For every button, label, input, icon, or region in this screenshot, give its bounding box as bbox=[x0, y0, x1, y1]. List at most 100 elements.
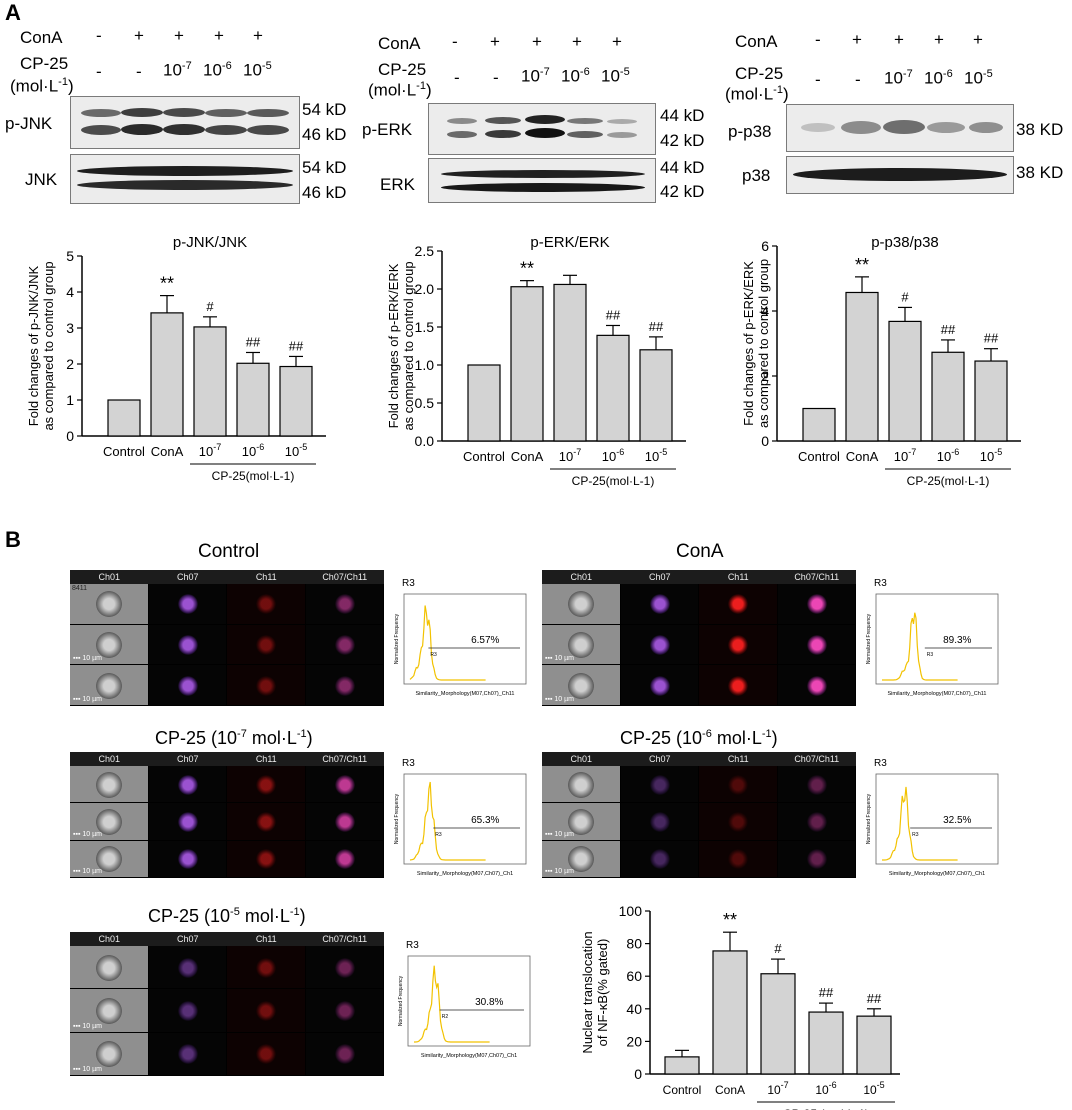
fluorescence-tile bbox=[777, 584, 855, 624]
kd-label: 38 KD bbox=[1016, 163, 1064, 182]
significance-marker: ## bbox=[819, 985, 834, 1000]
brightfield-tile: ▪▪▪ 10 µm bbox=[542, 840, 620, 877]
significance-marker: ** bbox=[520, 259, 534, 279]
kd-label: 54 kD bbox=[302, 100, 347, 119]
bar bbox=[553, 283, 587, 442]
cona-sign: + bbox=[532, 32, 542, 51]
scale-bar: ▪▪▪ 10 µm bbox=[73, 867, 102, 875]
cona-sign: + bbox=[973, 30, 983, 49]
y-tick-label: 0 bbox=[761, 433, 769, 449]
bar bbox=[664, 1056, 700, 1075]
p-jnk-blot-image bbox=[70, 96, 300, 149]
cell-merge bbox=[334, 774, 355, 795]
fluorescence-tile bbox=[148, 946, 226, 989]
scale-bar: ▪▪▪ 10 µm bbox=[545, 695, 574, 703]
fluorescence-tile bbox=[305, 624, 383, 665]
bar bbox=[510, 286, 544, 442]
channel-header: Ch11 bbox=[227, 932, 306, 946]
histogram-x-label: Similarity_Morphology(M07,Ch07)_Ch1 bbox=[889, 871, 985, 877]
y-tick-label: 2 bbox=[66, 356, 74, 372]
cell-merge bbox=[806, 675, 827, 696]
p-erk-blot-image bbox=[428, 103, 656, 155]
imaging-panel-cp25-1e-7: Ch01 Ch07 Ch11 Ch07/Ch11 ▪▪▪ 10 µm ▪▪▪ 10 µm bbox=[70, 752, 384, 878]
cell-ch07 bbox=[177, 1000, 198, 1021]
cell-ch11 bbox=[256, 594, 277, 615]
fluorescence-tile bbox=[620, 840, 698, 877]
histogram-curve bbox=[882, 786, 958, 861]
kd-label: 44 kD bbox=[660, 106, 705, 125]
y-axis-label: Nuclear translocation of NF-κB(% gated) bbox=[580, 931, 610, 1053]
category-exponent: -7 bbox=[213, 442, 221, 452]
category-exponent: -6 bbox=[951, 447, 959, 457]
significance-marker: ## bbox=[606, 307, 621, 322]
fluorescence-tile bbox=[227, 989, 305, 1032]
channel-header: Ch11 bbox=[699, 570, 778, 584]
category-label: ConA bbox=[846, 449, 879, 464]
category-exponent: -6 bbox=[256, 442, 264, 452]
scale-bar: ▪▪▪ 10 µm bbox=[73, 695, 102, 703]
brightfield-tile: ▪▪▪ 10 µm bbox=[70, 803, 148, 840]
fluorescence-tile bbox=[305, 946, 383, 989]
y-tick-label: 1.5 bbox=[415, 319, 435, 335]
histogram-x-label: Similarity_Morphology(M07,Ch07)_Ch11 bbox=[888, 691, 987, 697]
cell-brightfield bbox=[96, 997, 123, 1024]
fluorescence-tile bbox=[777, 840, 855, 877]
fluorescence-tile bbox=[620, 766, 698, 803]
histogram-y-label: Normalized Frequency bbox=[394, 613, 400, 664]
y-tick-label: 2 bbox=[761, 368, 769, 384]
cell-brightfield bbox=[96, 846, 123, 873]
cell-brightfield bbox=[96, 591, 123, 618]
cell-ch07 bbox=[177, 811, 198, 832]
fluorescence-tile bbox=[620, 803, 698, 840]
channel-header: Ch11 bbox=[699, 752, 778, 766]
group-label: CP-25(mol·L-1) bbox=[907, 474, 990, 488]
cona-sign: - bbox=[96, 26, 102, 45]
y-axis-label-line: Fold changes of p-ERK/ERK bbox=[386, 263, 401, 428]
fluorescence-tile bbox=[305, 803, 383, 840]
cell-brightfield bbox=[96, 808, 123, 835]
protein-label: JNK bbox=[25, 170, 58, 189]
fluorescence-tile bbox=[777, 624, 855, 665]
cona-sign: + bbox=[852, 30, 862, 49]
category-label: ConA bbox=[511, 449, 544, 464]
y-axis-label-line: as compared to control group bbox=[41, 261, 56, 430]
cona-label: ConA bbox=[378, 34, 421, 53]
gate-tag: R3 bbox=[435, 832, 442, 838]
bar bbox=[760, 973, 796, 1075]
cell-ch11 bbox=[256, 634, 277, 655]
imaging-title-control: Control bbox=[198, 541, 260, 562]
channel-header: Ch07 bbox=[148, 752, 227, 766]
cp25-sign: - bbox=[855, 70, 861, 89]
p-jnk-bar-chart: p-JNK/JNK Fold changes of p-JNK/JNK as com… bbox=[26, 234, 326, 483]
brightfield-tile bbox=[70, 766, 148, 803]
cp25-label: CP-25 bbox=[378, 60, 427, 79]
significance-marker: # bbox=[774, 941, 782, 956]
y-tick-label: 0.5 bbox=[415, 395, 435, 411]
cp25-sign: - bbox=[493, 68, 499, 87]
fluorescence-tile bbox=[148, 1032, 226, 1075]
cell-merge bbox=[334, 1044, 355, 1065]
p38-blot-image bbox=[786, 156, 1014, 194]
panel-a-label: A bbox=[5, 0, 21, 25]
fluorescence-tile bbox=[227, 1032, 305, 1075]
imaging-panel-cp25-1e-6: Ch01 Ch07 Ch11 Ch07/Ch11 ▪▪▪ 10 µm ▪▪▪ 10 µm bbox=[542, 752, 856, 878]
fluorescence-tile bbox=[148, 840, 226, 877]
cell-merge bbox=[806, 811, 827, 832]
cell-ch07 bbox=[177, 675, 198, 696]
y-tick-label: 5 bbox=[66, 248, 74, 264]
cell-brightfield bbox=[96, 954, 123, 981]
y-tick-label: 60 bbox=[626, 968, 642, 984]
kd-label: 54 kD bbox=[302, 158, 347, 177]
brightfield-tile bbox=[542, 766, 620, 803]
brightfield-tile: ▪▪▪ 10 µm bbox=[542, 665, 620, 705]
similarity-histogram-cp25-1e-5: R3 30.8% R2 Similarity_Morphology(M07,Ch07)… bbox=[398, 940, 531, 1059]
cp25-label: CP-25 bbox=[20, 54, 69, 73]
cell-ch07 bbox=[177, 634, 198, 655]
cell-ch11 bbox=[256, 811, 277, 832]
fluorescence-tile bbox=[699, 584, 777, 624]
kd-label: 42 kD bbox=[660, 131, 705, 150]
category-label: 10-5 bbox=[863, 1080, 884, 1097]
category-exponent: -7 bbox=[908, 447, 916, 457]
cell-ch07 bbox=[177, 957, 198, 978]
y-tick-label: 2.0 bbox=[415, 281, 435, 297]
